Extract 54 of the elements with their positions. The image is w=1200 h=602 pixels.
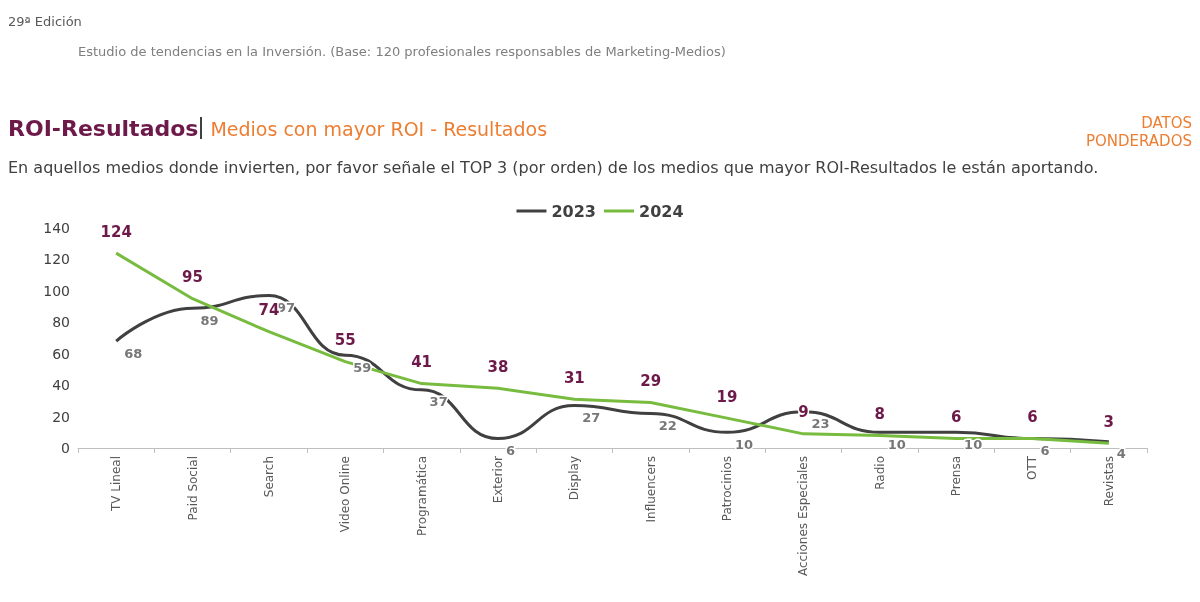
x-tick-label: Display — [567, 456, 582, 501]
y-tick-label: 40 — [52, 377, 70, 394]
data-label: 41 — [411, 353, 433, 372]
y-tick-label: 60 — [52, 345, 70, 362]
data-label: 3 — [1103, 412, 1115, 431]
data-label: 31 — [563, 368, 585, 387]
data-label: 37 — [429, 394, 448, 410]
legend-label: 2024 — [639, 201, 684, 221]
data-label: 22 — [658, 417, 677, 433]
x-tick-label: Exterior — [490, 455, 505, 504]
x-tick-label: Prensa — [949, 456, 964, 497]
data-label: 19 — [716, 387, 738, 406]
x-tick-label: Influencers — [643, 456, 658, 523]
x-tick-label: Patrocinios — [720, 456, 735, 522]
data-label: 10 — [964, 436, 983, 452]
data-label: 6 — [505, 443, 516, 459]
y-tick-label: 140 — [43, 220, 70, 236]
data-label: 68 — [124, 345, 143, 361]
text: En aquellos medios donde invierten, por favor señale el TOP 3 (por orden) de los medios que mayor ROI-Resultados le están aportando. — [8, 158, 1099, 177]
x-tick-label: TV Lineal — [109, 456, 124, 513]
data-label: 6 — [1040, 443, 1050, 459]
text: Estudio de tendencias en la Inversión. (Base: 120 profesionales responsables de Marketing-Medios) — [78, 44, 726, 59]
data-label: 6 — [950, 408, 962, 427]
y-tick-label: 20 — [52, 408, 70, 425]
data-label: 4 — [1116, 446, 1126, 462]
text: 29ª Edición — [8, 14, 82, 29]
x-tick-label: Revistas — [1101, 456, 1116, 507]
x-tick-label: Acciones Especiales — [796, 456, 811, 577]
legend-label: 2023 — [551, 201, 596, 221]
x-tick-label: Programática — [414, 456, 429, 536]
data-label: 55 — [334, 331, 356, 350]
y-tick-label: 120 — [43, 251, 70, 268]
y-tick-label: 80 — [52, 314, 70, 331]
x-tick-label: Video Online — [338, 456, 353, 533]
data-label: 38 — [487, 357, 509, 376]
chart-title: ROI-Resultados — [8, 116, 199, 141]
data-label: 89 — [200, 312, 219, 328]
data-label: 29 — [640, 371, 662, 390]
x-tick-label: Search — [261, 456, 276, 498]
y-tick-label: 100 — [43, 282, 70, 299]
data-label: 8 — [874, 404, 885, 423]
data-label: 23 — [811, 416, 830, 432]
data-label: 10 — [735, 436, 754, 452]
data-label: 124 — [100, 222, 132, 241]
data-label: 27 — [582, 410, 601, 426]
data-label: 10 — [887, 436, 906, 452]
data-label: 95 — [182, 268, 203, 287]
text: DATOS PONDERADOS — [1084, 114, 1192, 150]
chart-subtitle: Medios con mayor ROI - Resultados — [210, 118, 548, 140]
x-tick-label: OTT — [1025, 455, 1040, 480]
data-label: 6 — [1027, 408, 1038, 427]
y-tick-label: 0 — [61, 440, 70, 456]
x-tick-label: Paid Social — [185, 456, 200, 521]
x-tick-label: Radio — [872, 456, 887, 490]
